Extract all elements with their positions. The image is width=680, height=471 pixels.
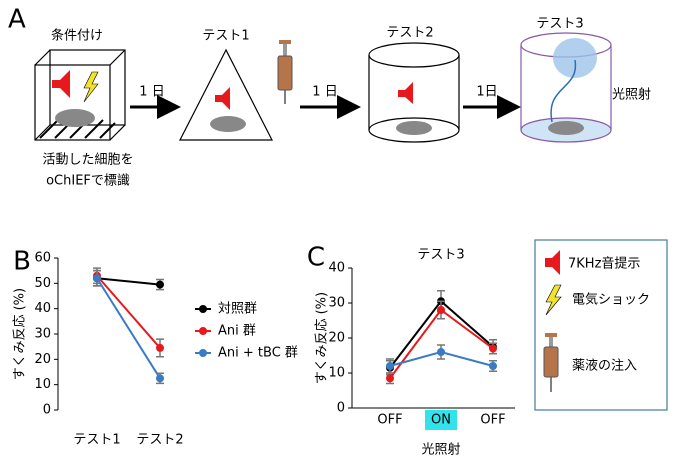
label: 1 日	[312, 85, 337, 100]
panel-label: A	[8, 5, 26, 35]
data-point	[156, 343, 164, 352]
y-tick-label: 10	[328, 366, 345, 381]
syringe-icon	[277, 40, 293, 104]
label: 光照射	[612, 87, 651, 103]
label: テスト1	[202, 29, 249, 44]
y-tick-label: 20	[34, 352, 51, 367]
series-line	[389, 308, 494, 379]
data-point	[93, 274, 101, 283]
legend-marker	[199, 327, 207, 335]
legend-item: 薬液の注入	[572, 359, 637, 374]
legend-item: 7KHz音提示	[568, 256, 640, 272]
speaker-icon	[215, 87, 230, 110]
legend-label: Ani + tBC 群	[218, 346, 298, 361]
series-line	[96, 275, 161, 349]
category-highlight	[425, 410, 457, 430]
panel-label: B	[13, 247, 31, 277]
legend-label: 対照群	[218, 302, 257, 317]
y-tick-label: 30	[328, 296, 345, 311]
fiber	[550, 59, 577, 123]
light-glow	[553, 38, 597, 78]
mouse	[396, 121, 432, 135]
data-point	[437, 306, 445, 314]
mouse	[210, 116, 246, 132]
triangle-box	[179, 48, 273, 141]
x-tick-label: テスト2	[136, 433, 183, 448]
data-point	[386, 362, 394, 370]
speaker-icon	[398, 82, 413, 104]
speaker-icon	[545, 250, 560, 275]
chart-title: テスト3	[417, 248, 464, 263]
label: テスト2	[386, 26, 433, 41]
data-point	[437, 348, 445, 356]
legend-box	[534, 239, 668, 411]
x-tick-label: ON	[431, 413, 451, 428]
speaker-icon	[52, 70, 70, 98]
series-line	[96, 277, 161, 379]
label: 1 日	[139, 85, 164, 100]
y-tick-label: 50	[34, 276, 51, 291]
y-tick-label: 30	[34, 327, 51, 342]
legend-marker	[199, 305, 207, 313]
data-point	[156, 374, 164, 383]
y-tick-label: 10	[34, 377, 51, 392]
label: 1日	[476, 85, 497, 100]
y-tick-label: 0	[43, 403, 51, 418]
cylinder	[368, 42, 460, 143]
mouse	[548, 121, 584, 135]
y-tick-label: 40	[328, 261, 345, 276]
series-line	[96, 277, 161, 286]
shock-icon	[83, 71, 99, 103]
syringe-icon	[543, 333, 559, 392]
data-point	[489, 362, 497, 370]
legend-item: 電気ショック	[572, 292, 650, 308]
panel-label: C	[307, 243, 325, 273]
y-tick-label: 60	[34, 251, 51, 266]
label: テスト3	[536, 17, 583, 32]
data-point	[156, 280, 164, 289]
label: 条件付け	[51, 28, 103, 44]
mouse	[55, 109, 95, 127]
y-axis-label: すくみ反応 (%)	[13, 288, 28, 380]
legend-label: Ani 群	[218, 324, 256, 339]
y-axis-label: すくみ反応 (%)	[315, 292, 330, 384]
x-tick-label: OFF	[480, 413, 505, 428]
note: 活動した細胞を	[42, 153, 133, 168]
note: oChIEFで標識	[46, 174, 130, 189]
shock-icon	[545, 284, 562, 316]
y-tick-label: 0	[337, 401, 345, 416]
data-point	[386, 374, 394, 383]
y-tick-label: 40	[34, 301, 51, 316]
x-tick-label: OFF	[377, 413, 402, 428]
x-tick-label: テスト1	[73, 433, 120, 448]
x-axis-label: 光照射	[421, 442, 460, 458]
legend-marker	[199, 349, 207, 357]
y-tick-label: 20	[328, 331, 345, 346]
data-point	[489, 344, 497, 353]
